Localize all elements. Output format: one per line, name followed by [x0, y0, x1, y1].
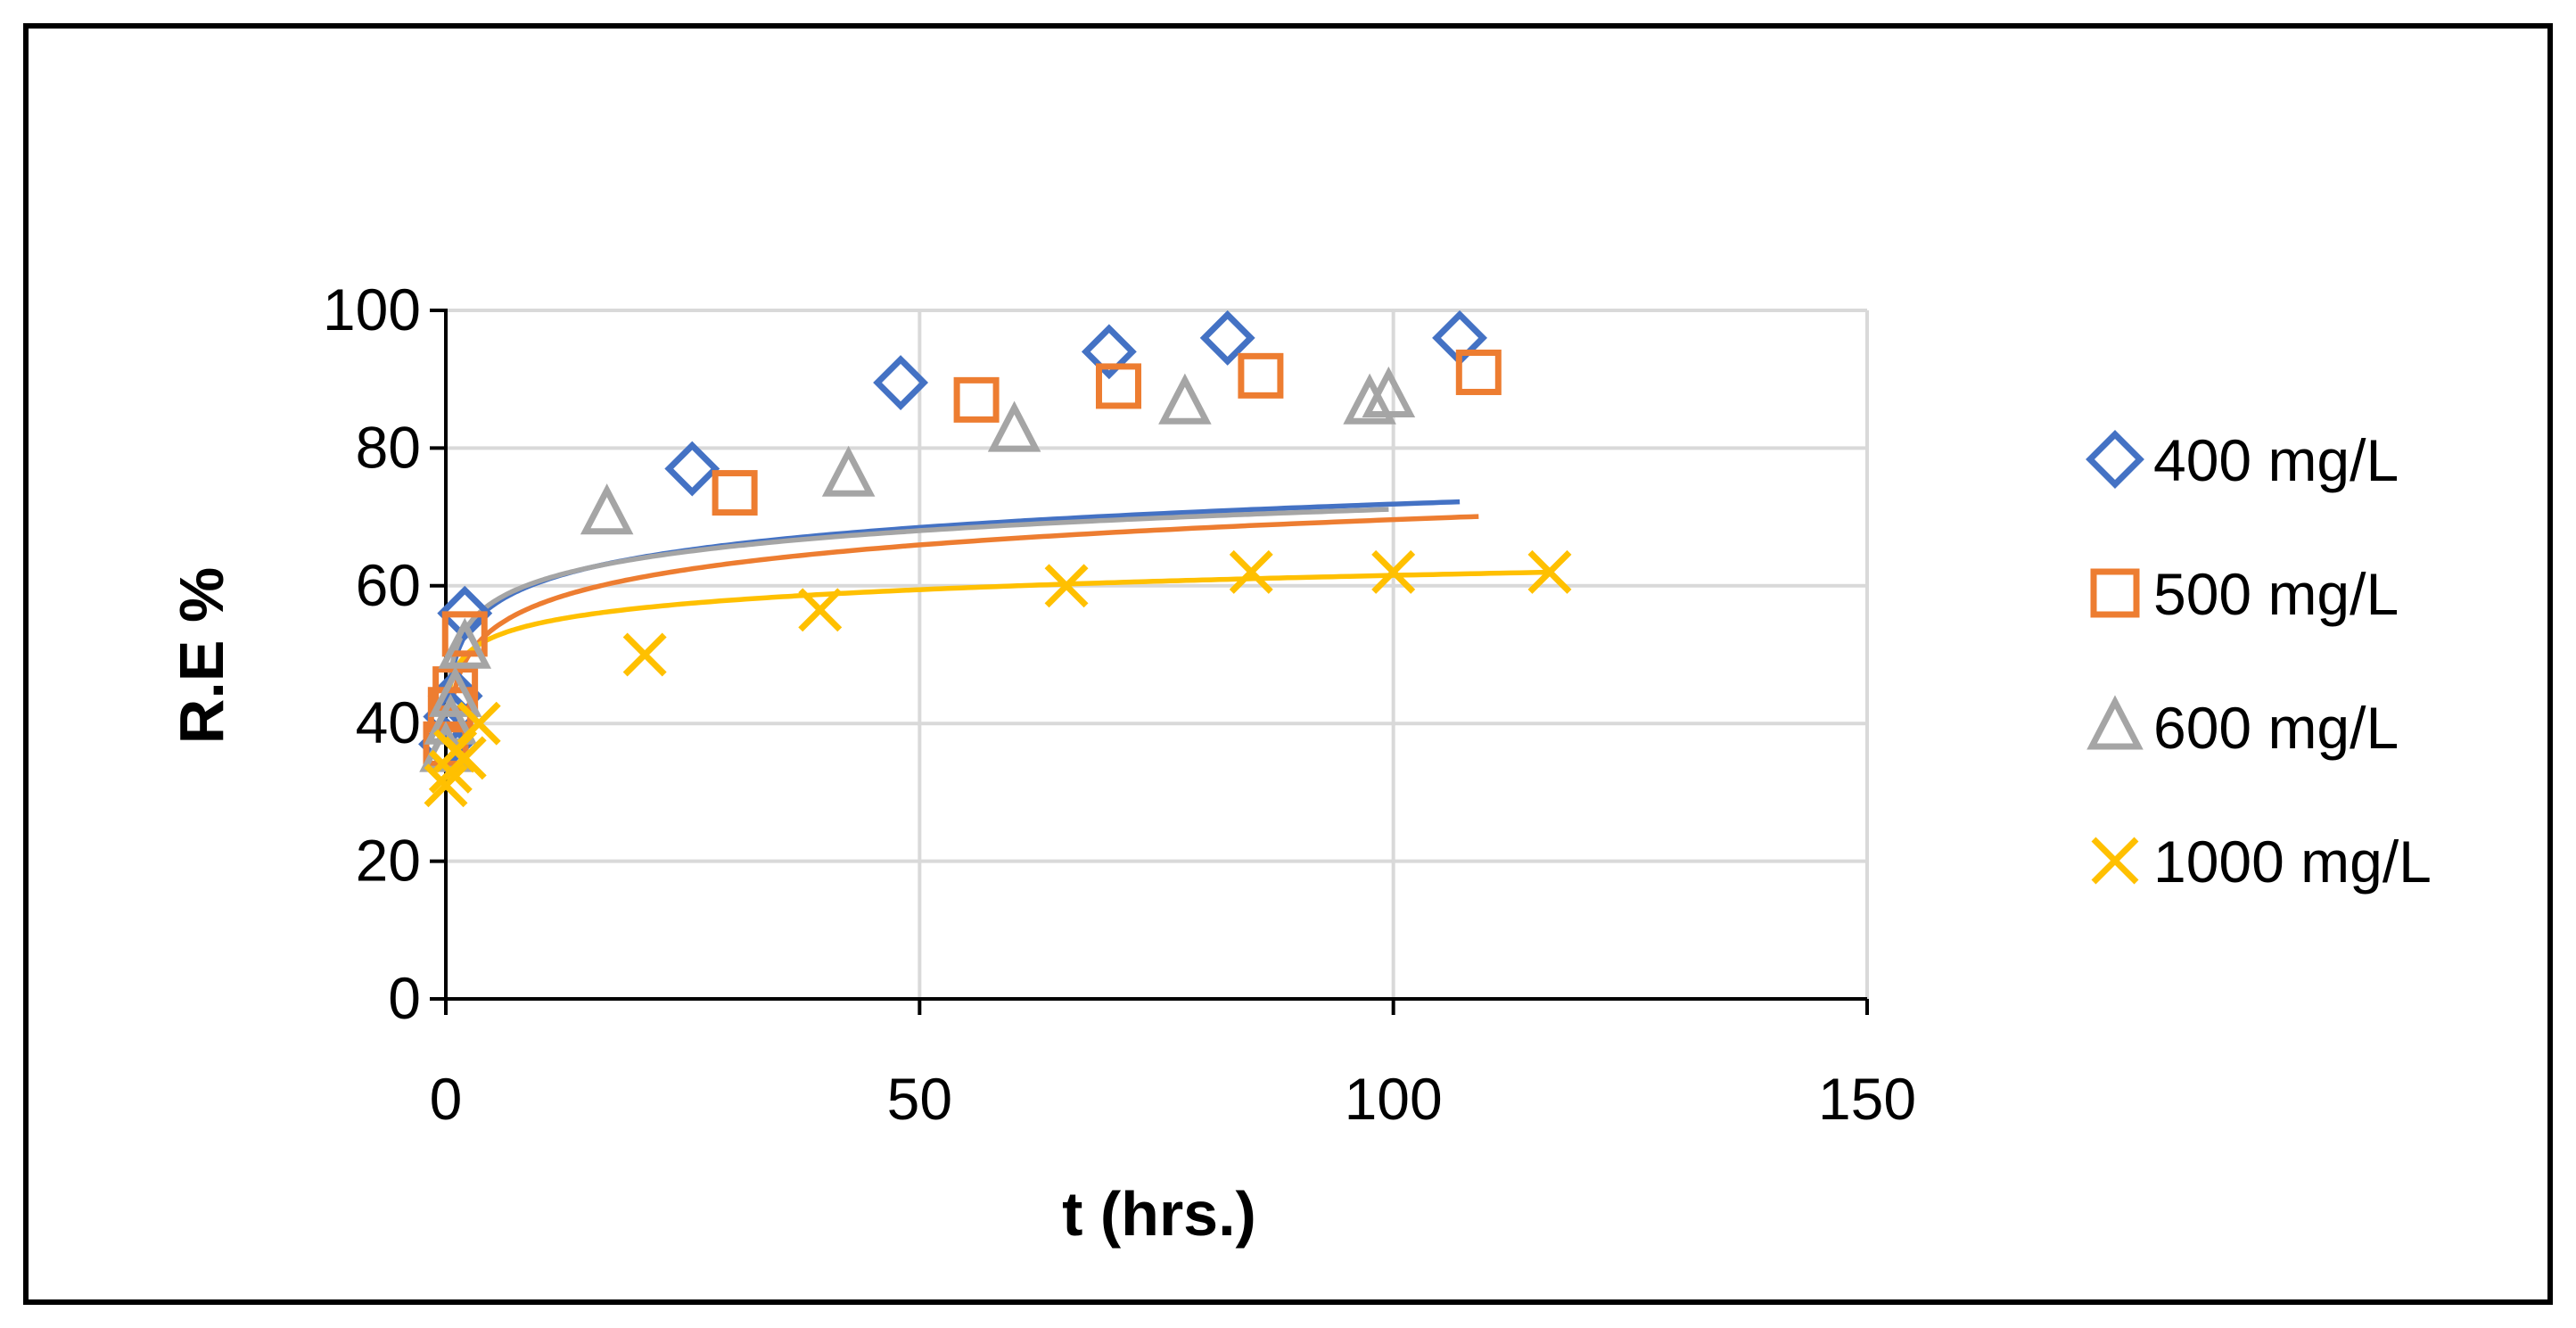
point-600-mg-l: [1158, 373, 1212, 425]
x-tick-label: 50: [887, 1066, 952, 1132]
legend-marker-600-mg-l: [2086, 695, 2144, 750]
point-1000-mg-l: [622, 632, 667, 677]
point-1000-mg-l: [424, 763, 468, 808]
gridlines: [446, 309, 1869, 999]
legend: 400 mg/L 500 mg/L 600 mg/L 1000 mg/L: [2086, 427, 2432, 895]
point-500-mg-l: [1238, 352, 1284, 399]
x-tick-label: 150: [1818, 1066, 1916, 1132]
y-tick-label: 0: [388, 965, 421, 1031]
point-500-mg-l: [712, 470, 758, 516]
y-tick-label: 60: [356, 552, 421, 618]
legend-marker-400-mg-l: [2086, 430, 2144, 489]
legend-label-600-mg-l: 600 mg/L: [2153, 695, 2399, 761]
point-500-mg-l: [1095, 363, 1141, 409]
point-1000-mg-l: [457, 701, 501, 746]
point-1000-mg-l: [1044, 564, 1089, 608]
tick-labels: 0 20 40 60 80 100 0 50 100 150: [323, 276, 1916, 1132]
point-600-mg-l: [1343, 373, 1396, 425]
point-400-mg-l: [1199, 309, 1255, 366]
y-tick-label: 20: [356, 828, 421, 894]
point-1000-mg-l: [1229, 549, 1273, 594]
point-1000-mg-l: [1527, 549, 1572, 594]
point-400-mg-l: [664, 441, 720, 497]
x-axis-title: t (hrs.): [1062, 1179, 1256, 1249]
legend-marker-1000-mg-l: [2091, 837, 2139, 885]
point-600-mg-l: [580, 483, 634, 535]
point-1000-mg-l: [798, 588, 843, 632]
x-tick-label: 100: [1345, 1066, 1443, 1132]
legend-marker-500-mg-l: [2090, 568, 2140, 618]
y-tick-label: 100: [323, 276, 421, 342]
trendline-1000-mg-l: [448, 569, 1551, 688]
legend-label-400-mg-l: 400 mg/L: [2153, 427, 2399, 493]
legend-label-500-mg-l: 500 mg/L: [2153, 561, 2399, 627]
point-600-mg-l: [987, 400, 1041, 452]
point-400-mg-l: [873, 355, 929, 411]
point-600-mg-l: [428, 665, 482, 717]
point-600-mg-l: [1362, 366, 1416, 417]
y-axis-title: R.E %: [167, 567, 236, 744]
point-600-mg-l: [821, 445, 876, 497]
point-1000-mg-l: [1371, 549, 1416, 594]
legend-label-1000-mg-l: 1000 mg/L: [2153, 829, 2432, 895]
y-tick-label: 80: [356, 414, 421, 480]
point-500-mg-l: [953, 376, 1000, 423]
point-500-mg-l: [1455, 349, 1502, 395]
point-600-mg-l: [438, 617, 492, 669]
y-tick-label: 40: [356, 689, 421, 755]
data-points: [418, 309, 1572, 808]
point-500-mg-l: [441, 611, 488, 657]
point-1000-mg-l: [442, 736, 487, 780]
x-tick-label: 0: [430, 1066, 463, 1132]
point-400-mg-l: [437, 585, 493, 641]
point-400-mg-l: [1081, 324, 1137, 380]
chart-frame: [23, 23, 2553, 1305]
